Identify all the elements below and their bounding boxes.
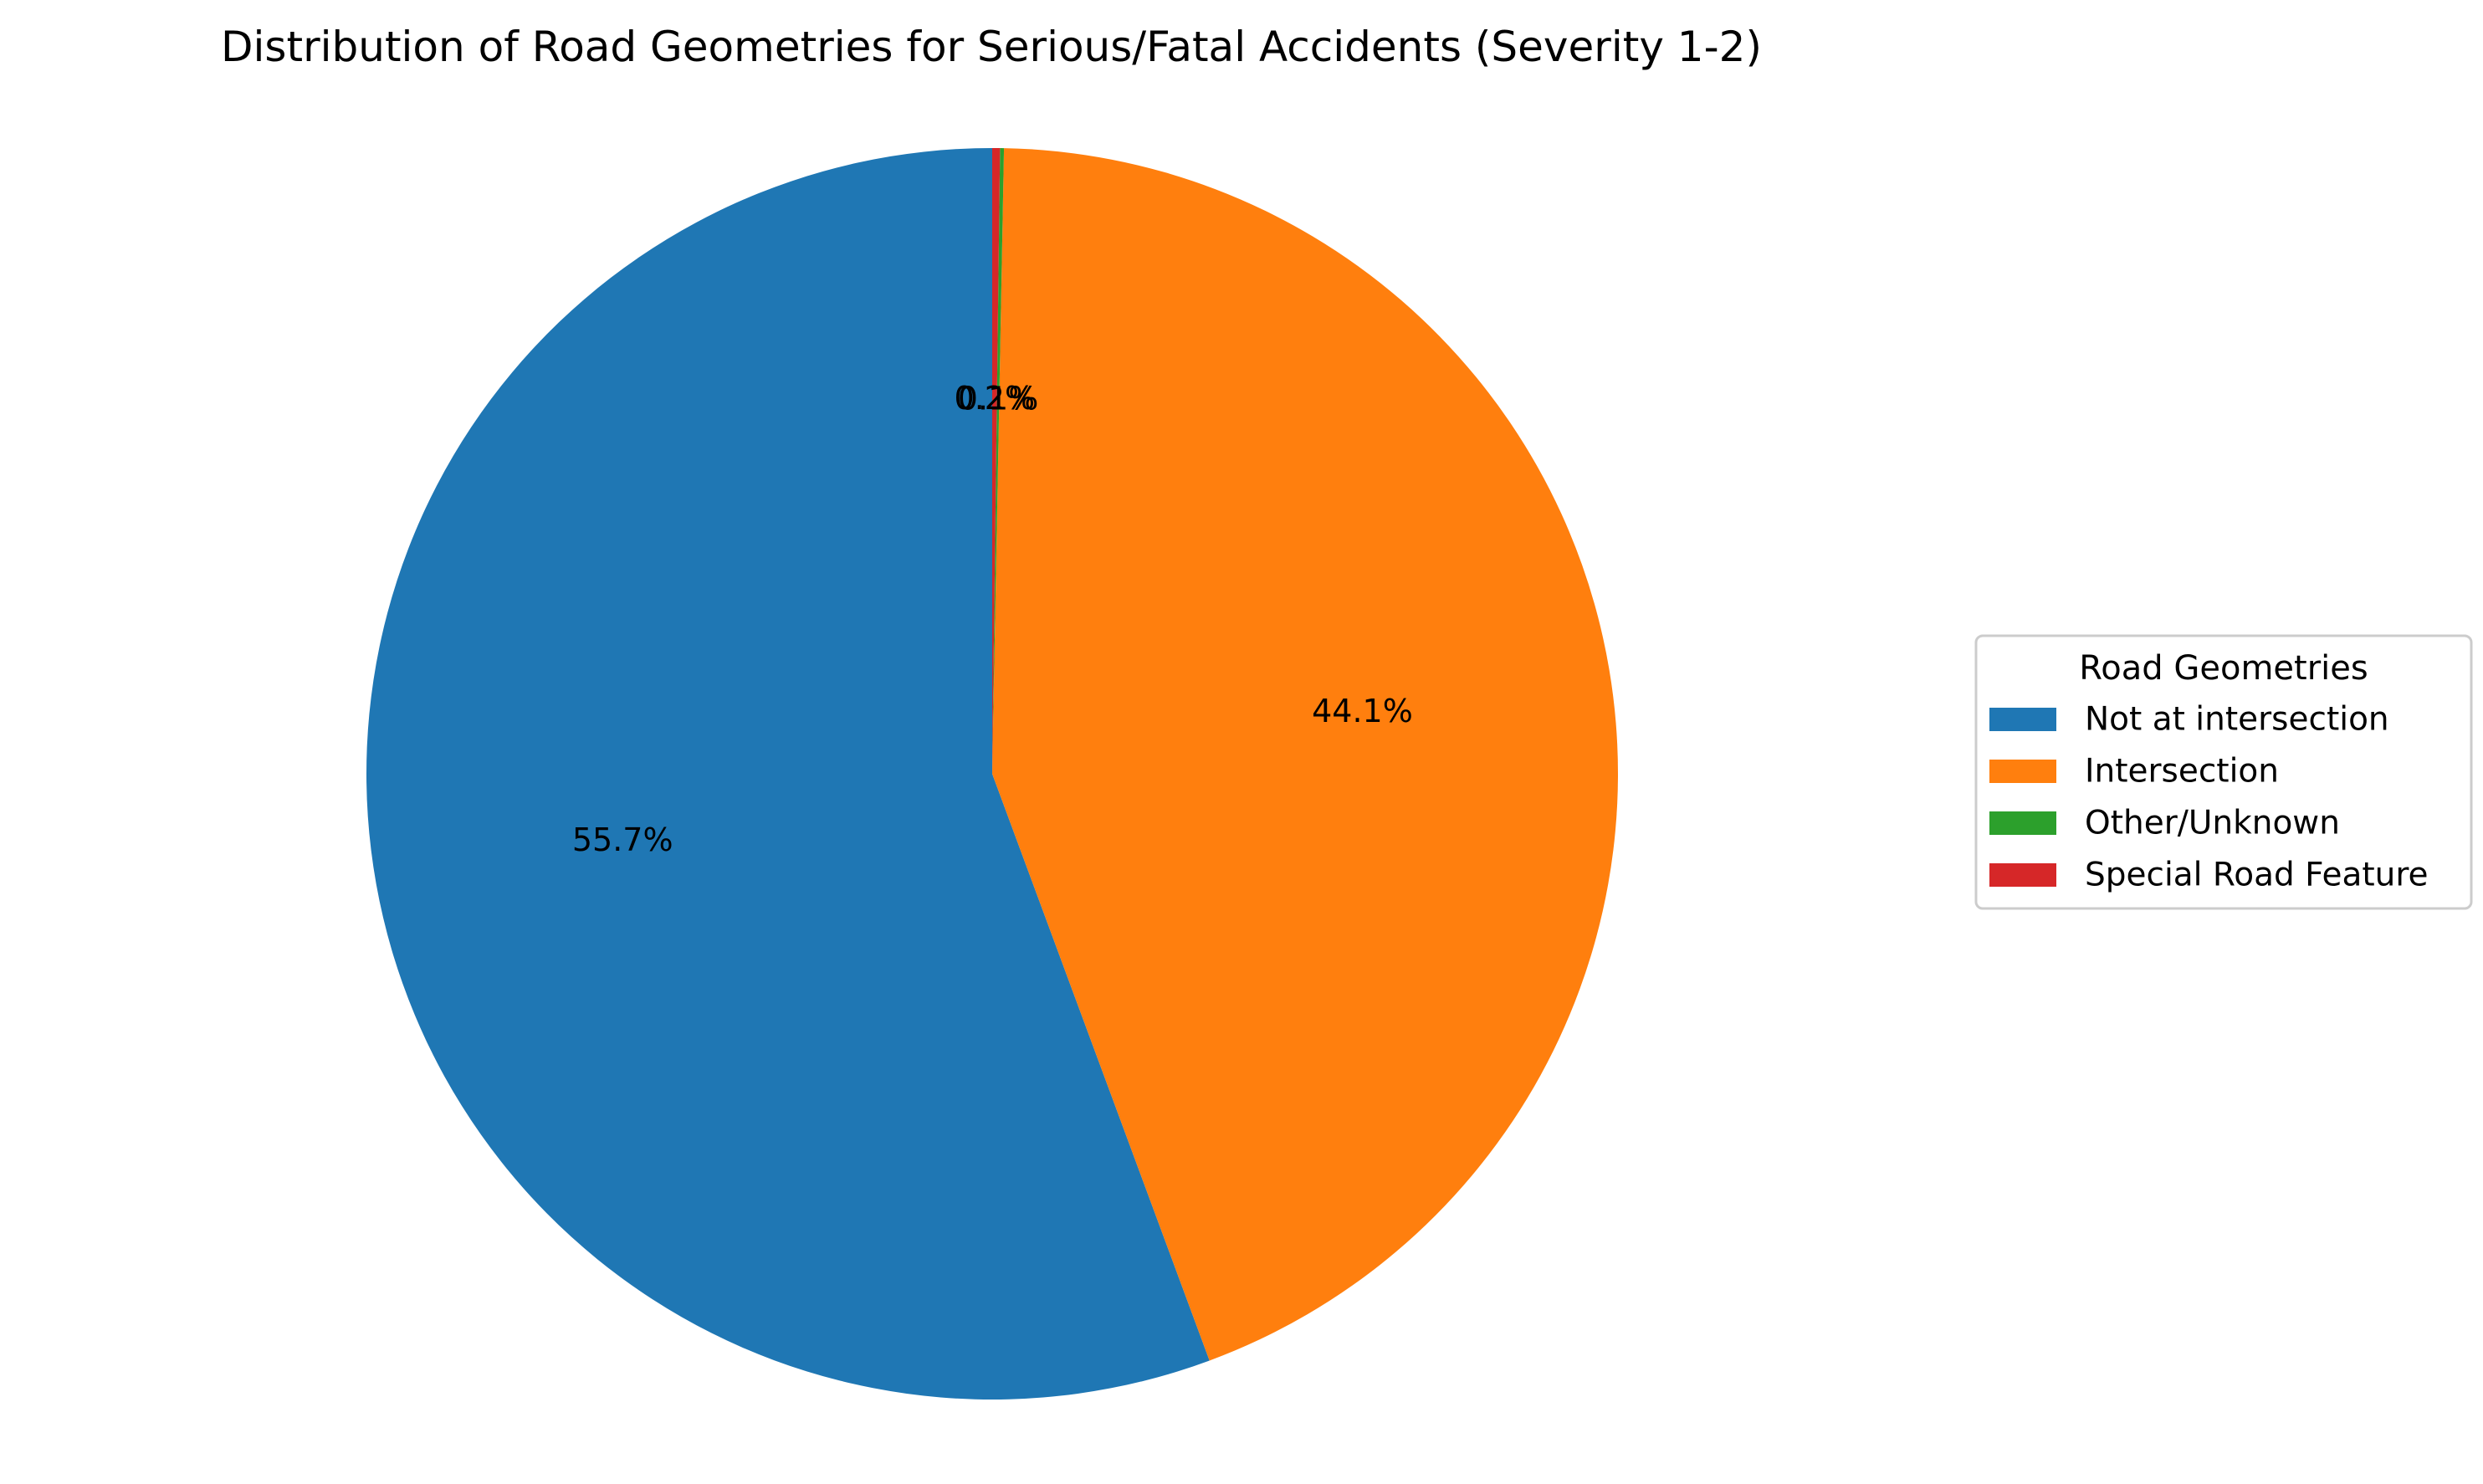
pie-slice-other-unknown xyxy=(992,148,1005,774)
legend-swatch xyxy=(1989,760,2056,783)
legend-swatch xyxy=(1989,708,2056,731)
legend-swatch xyxy=(1989,863,2056,887)
legend-swatch xyxy=(1989,811,2056,835)
legend-label: Special Road Feature xyxy=(2085,857,2429,894)
legend: Road Geometries Not at intersection Inter… xyxy=(1974,634,2473,910)
legend-label: Other/Unknown xyxy=(2085,805,2340,842)
legend-items: Not at intersection Intersection Other/Unk… xyxy=(1989,701,2429,894)
pie-percent-label: 0.2% xyxy=(955,380,1036,417)
chart-title: Distribution of Road Geometries for Seri… xyxy=(221,23,1762,71)
pie-slice-intersection xyxy=(992,148,1618,1361)
legend-frame xyxy=(1974,634,2473,910)
pie-percent-labels: 55.7% 44.1% 0.1%0.2% xyxy=(572,380,1413,858)
pie-percent-label: 55.7% xyxy=(572,821,673,858)
pie-slices xyxy=(366,148,1618,1400)
pie-slice-special-road-feature xyxy=(992,148,1001,774)
pie-percent-label: 0.1% xyxy=(958,380,1039,417)
legend-label: Not at intersection xyxy=(2085,701,2389,739)
legend-title: Road Geometries xyxy=(2079,649,2368,688)
legend-label: Intersection xyxy=(2085,753,2279,791)
pie-slice-not-at-intersection xyxy=(366,148,1210,1400)
pie-percent-label: 44.1% xyxy=(1312,693,1413,729)
